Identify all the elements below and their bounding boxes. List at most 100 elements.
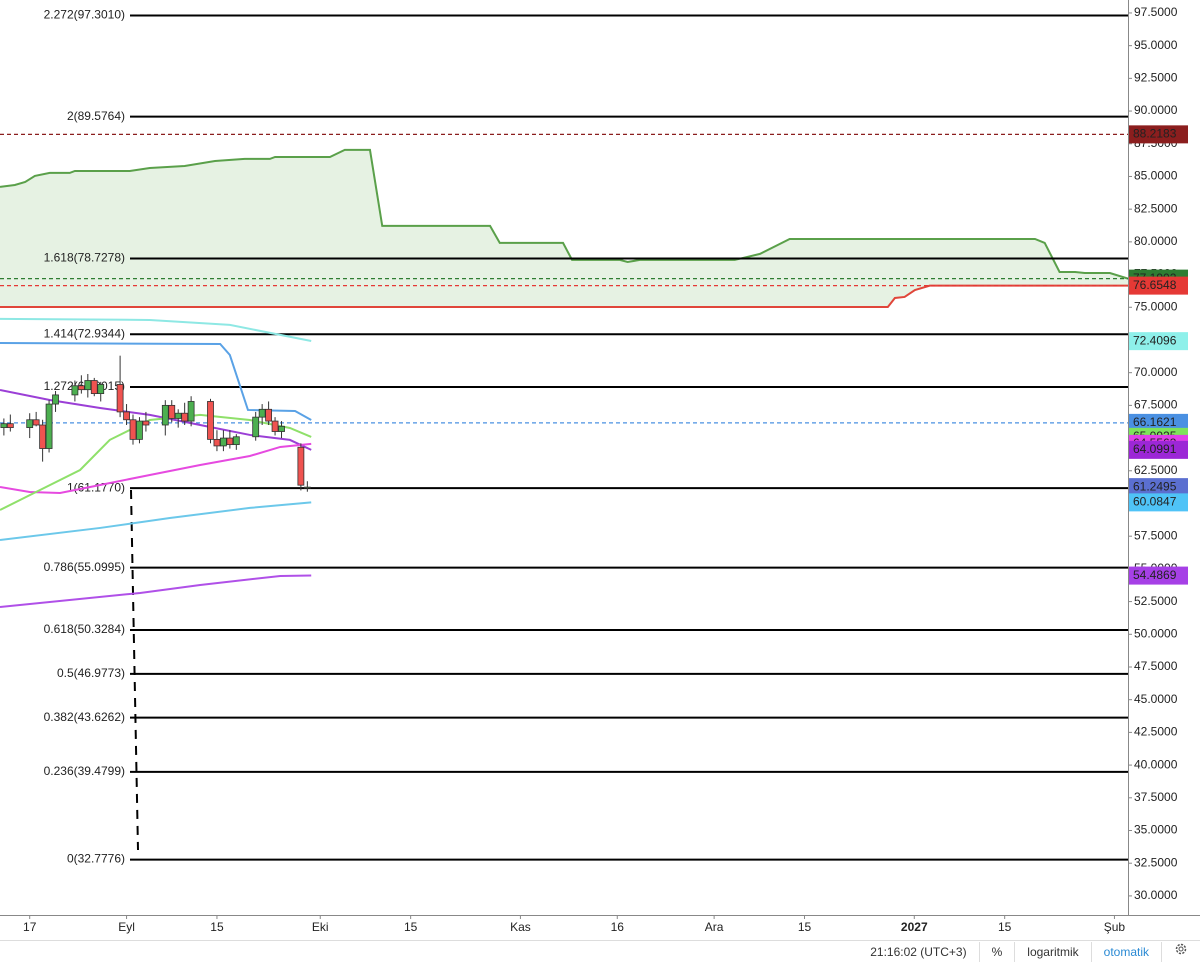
fib-level-label: 0.5(46.9773)	[57, 666, 125, 680]
candle-body	[252, 416, 260, 438]
settings-button[interactable]	[1161, 941, 1200, 962]
y-tick-label: 75.0000	[1134, 299, 1178, 313]
fib-level-label: 0.382(43.6262)	[44, 710, 125, 724]
price-badge-label: 66.1621	[1133, 415, 1177, 429]
candle-body	[39, 424, 47, 449]
fib-level-label: 1.618(78.7278)	[44, 251, 125, 265]
y-tick-label: 97.5000	[1134, 5, 1178, 19]
candle-body	[97, 384, 105, 395]
candle-body	[90, 380, 98, 395]
candle-body	[26, 419, 34, 429]
candle-body	[297, 446, 305, 486]
y-tick-label: 95.0000	[1134, 38, 1178, 52]
candle-body	[129, 419, 137, 440]
y-tick-label: 50.0000	[1134, 626, 1178, 640]
y-tick-label: 52.5000	[1134, 594, 1178, 608]
gear-icon	[1175, 943, 1187, 954]
price-badge	[1129, 125, 1188, 144]
y-tick-label: 40.0000	[1134, 757, 1178, 771]
y-tick-label: 42.5000	[1134, 725, 1178, 739]
x-tick-label: Ara	[705, 920, 724, 934]
price-badge	[1129, 413, 1188, 432]
candle-body	[0, 423, 8, 429]
fib-trend-line	[130, 489, 139, 851]
candle-body	[32, 419, 40, 426]
status-bar: 21:16:02 (UTC+3) % logaritmik otomatik	[0, 940, 1200, 962]
price-badge	[1129, 566, 1188, 585]
clock: 21:16:02 (UTC+3)	[870, 944, 967, 959]
indicator-line	[0, 442, 312, 495]
y-tick-label: 57.5000	[1134, 528, 1178, 542]
candle-body	[45, 403, 53, 449]
price-badge-label: 61.2495	[1133, 479, 1177, 493]
candle-body	[271, 420, 279, 432]
price-badge	[1129, 493, 1188, 512]
y-tick-label: 32.5000	[1134, 855, 1178, 869]
candle-body	[278, 425, 285, 432]
candle-body	[265, 408, 273, 422]
y-tick-label: 30.0000	[1134, 888, 1178, 902]
x-tick-label: 15	[998, 920, 1012, 934]
x-tick-label: Kas	[510, 920, 531, 934]
candle-body	[168, 404, 176, 419]
y-tick-label: 47.5000	[1134, 659, 1178, 673]
candle-body	[258, 408, 266, 418]
candle-body	[213, 438, 221, 447]
indicator-line	[0, 501, 312, 541]
y-tick-label: 37.5000	[1134, 790, 1178, 804]
candle-body	[232, 436, 240, 446]
candle-body	[174, 412, 182, 419]
price-badge	[1129, 276, 1188, 295]
fib-level-label: 1.414(72.9344)	[44, 326, 125, 340]
candle-body	[116, 384, 124, 413]
fib-level-label: 2.272(97.3010)	[44, 8, 125, 22]
candle-body	[226, 437, 234, 446]
log-toggle[interactable]: logaritmik	[1014, 941, 1090, 962]
percent-toggle[interactable]: %	[978, 941, 1015, 962]
x-tick-label: 16	[611, 920, 625, 934]
cloud-fill	[0, 149, 1128, 308]
candle-body	[181, 412, 189, 422]
x-tick-label: Eyl	[118, 920, 135, 934]
price-badge-label: 88.2183	[1133, 127, 1177, 141]
x-tick-label: 17	[23, 920, 37, 934]
candle-body	[84, 380, 92, 391]
candle-body	[6, 423, 14, 429]
price-badge	[1129, 478, 1188, 497]
price-badge	[1129, 332, 1188, 351]
fib-level-label: 0.786(55.0995)	[44, 560, 125, 574]
price-badge-label: 72.4096	[1133, 333, 1177, 347]
y-tick-label: 67.5000	[1134, 398, 1178, 412]
x-tick-label: 2027	[901, 920, 928, 934]
candle-body	[136, 420, 143, 440]
candle-body	[71, 385, 79, 396]
candle-body	[142, 420, 150, 426]
fib-level-label: 0.618(50.3284)	[44, 622, 125, 636]
candle-body	[161, 404, 169, 426]
y-tick-label: 70.0000	[1134, 365, 1178, 379]
indicator-line	[0, 341, 312, 421]
candle-body	[207, 401, 214, 440]
fib-level-label: 0(32.7776)	[67, 852, 125, 866]
candle-body	[220, 437, 227, 447]
auto-toggle[interactable]: otomatik	[1090, 941, 1161, 962]
candle-body	[77, 385, 85, 391]
x-tick-label: 15	[404, 920, 418, 934]
y-tick-label: 35.0000	[1134, 823, 1178, 837]
chart: 30.0000 32.5000 35.0000 37.5000 40.0000 42.50…	[0, 0, 1200, 934]
price-badge-label: 64.0991	[1133, 442, 1177, 456]
cloud-upper-line	[0, 148, 1129, 280]
y-tick-label: 85.0000	[1134, 169, 1178, 183]
y-tick-label: 80.0000	[1134, 234, 1178, 248]
x-tick-label: Eki	[312, 920, 329, 934]
y-tick-label: 92.5000	[1134, 71, 1178, 85]
fib-level-label: 0.236(39.4799)	[44, 764, 125, 778]
y-tick-label: 82.5000	[1134, 201, 1178, 215]
y-tick-label: 90.0000	[1134, 103, 1178, 117]
indicator-line	[0, 317, 312, 342]
y-tick-label: 62.5000	[1134, 463, 1178, 477]
x-tick-label: 15	[798, 920, 812, 934]
x-tick-label: Şub	[1104, 920, 1126, 934]
indicator-line	[0, 574, 312, 608]
